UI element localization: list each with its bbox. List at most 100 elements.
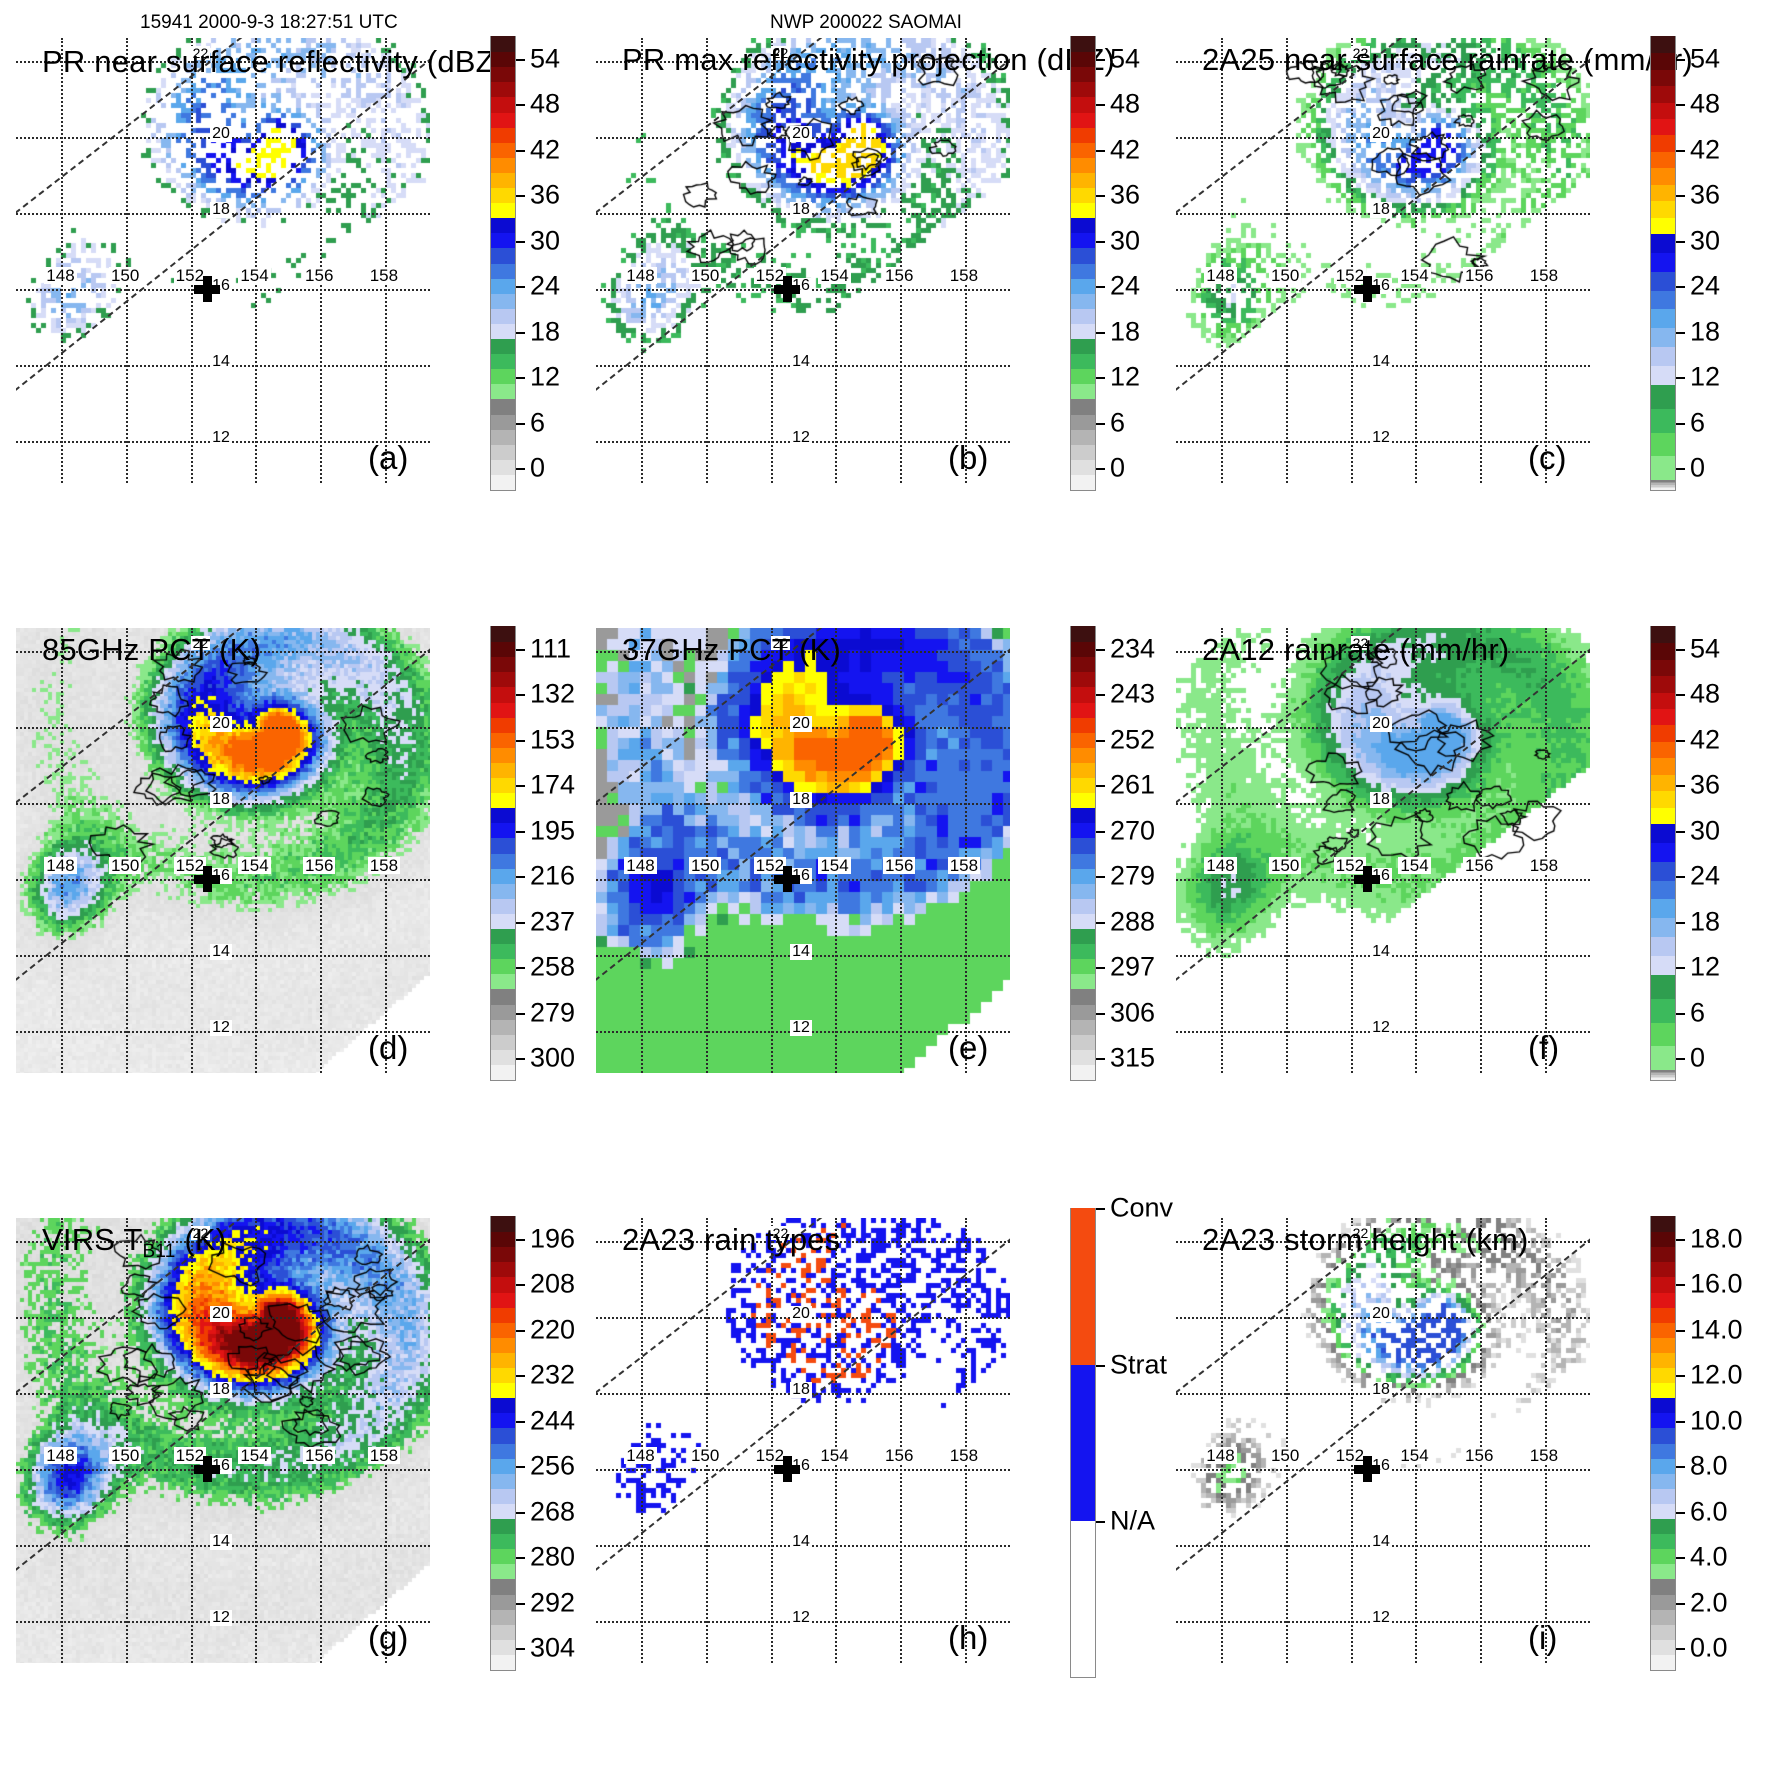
colorbar-segment [491,761,515,779]
colorbar-segment [1651,1502,1675,1520]
map-d[interactable]: 148 150 152 154 156 158 12 14 16 18 20 22 [16,628,430,1073]
colorbar-label: 30 [530,225,561,256]
colorbar-segment [1651,691,1675,710]
colorbar-label: 30 [1690,815,1721,846]
map-h[interactable]: 148 150 152 154 156 158 12 14 16 18 20 22 [596,1218,1010,1663]
map-i[interactable]: 148 150 152 154 156 158 12 14 16 18 20 22 [1176,1218,1590,1663]
colorbar-label: 0 [1690,1042,1706,1073]
lon-label: 154 [1398,1446,1431,1466]
colorbar-segment [1651,1069,1675,1072]
colorbar-label: 12.0 [1690,1359,1743,1390]
data-overlay-f [1176,628,1590,1073]
colorbar-segment [1651,1276,1675,1293]
colorbar-label: 48 [1110,88,1141,119]
colorbar-segment [1651,1608,1675,1625]
colorbar-segment [491,1291,515,1308]
colorbar-tick [1676,694,1685,697]
colorbar-segment [1651,1442,1675,1459]
colorbar-a: 54 48 42 36 30 24 18 12 6 0 [490,35,630,491]
gridline-lon [1221,1218,1224,1663]
colorbar-tick [516,1238,525,1241]
map-b[interactable]: 148 150 152 154 156 158 12 14 16 18 20 22 [596,38,1010,483]
colorbar-segment [491,352,515,370]
colorbar-segment [1071,398,1095,415]
colorbar-segment [491,262,515,279]
map-g[interactable]: 148 150 152 154 156 158 12 14 16 18 20 22 [16,1218,430,1663]
panel-f: 148 150 152 154 156 158 12 14 16 18 20 22 2A12 rainr… [1176,625,1771,1133]
lon-label: 158 [367,266,401,286]
lon-label: 158 [1527,856,1561,876]
colorbar-segment [1651,675,1675,693]
colorbar-segment [491,837,515,854]
lat-label: 14 [210,353,232,371]
lon-label: 148 [44,1446,77,1466]
colorbar-segment [1071,322,1095,340]
gridline-lon [1350,1218,1353,1663]
colorbar-segment [491,1003,515,1020]
lat-label: 14 [1370,943,1392,961]
colorbar-i: 18.0 16.0 14.0 12.0 10.0 8.0 6.0 4.0 2.0 0.0 [1650,1215,1771,1671]
gridline-lon [1350,628,1353,1073]
colorbar-segment [1071,81,1095,98]
colorbar-tick [1096,1521,1105,1524]
colorbar-segment [1651,431,1675,457]
colorbar-segment [491,1246,515,1263]
colorbar-segment [491,776,515,794]
colorbar-label: 24 [1690,270,1721,301]
lat-label: 18 [790,200,812,218]
colorbar-label: 30 [1110,225,1141,256]
gridline-lon [705,1218,708,1663]
colorbar-tick [1676,1375,1685,1378]
gridline-lon [255,628,258,1073]
colorbar-tick [516,1284,525,1287]
colorbar-segment [491,201,515,219]
lat-label: 22 [1350,634,1371,651]
colorbar-segment [1651,740,1675,759]
colorbar-segment [1071,656,1095,673]
colorbar-segment [1651,1563,1675,1580]
colorbar-segment [491,96,515,113]
colorbar-segment [491,927,515,945]
gridline-lon [964,38,967,483]
colorbar-tick [516,1012,525,1015]
gridline-lon [61,38,64,483]
colorbar-segment [1071,307,1095,324]
map-e[interactable]: 148 150 152 154 156 158 12 14 16 18 20 22 [596,628,1010,1073]
colorbar-label: 0 [1110,452,1126,483]
panel-label-f: (f) [1528,1029,1560,1066]
colorbar-label: 244 [530,1405,576,1436]
colorbar-segment [1071,867,1095,884]
map-a[interactable]: 148 150 152 154 156 158 12 14 16 18 20 22 [16,38,430,483]
colorbar-tick [516,1511,525,1514]
colorbar-segment [1071,746,1095,763]
colorbar-segment [491,413,515,430]
panel-label-g: (g) [368,1619,409,1656]
colorbar-segment [1651,936,1675,957]
colorbar-label: 216 [530,860,576,891]
gridline-lat [16,650,430,653]
map-f[interactable]: 148 150 152 154 156 158 12 14 16 18 20 22 [1176,628,1590,1073]
colorbar-segment [491,1063,515,1080]
colorbar-segment [491,671,515,688]
colorbar-segment [491,1215,515,1233]
colorbar-label: 279 [530,997,576,1028]
data-overlay-h [596,1218,1010,1663]
lat-label: 12 [1370,1609,1392,1627]
panel-label-a: (a) [368,439,409,476]
panel-b: 148 150 152 154 156 158 12 14 16 18 20 22 PR max ref… [596,35,1310,543]
colorbar-b: 54 48 42 36 30 24 18 12 6 0 [1070,35,1210,491]
colorbar-e: 234 243 252 261 270 279 288 297 306 315 [1070,625,1210,1081]
colorbar-label: 234 [1110,633,1156,664]
gridline-lat [16,60,430,63]
map-c[interactable]: 148 150 152 154 156 158 12 14 16 18 20 22 [1176,38,1590,483]
gridline-lon [1285,38,1288,483]
lon-label: 152 [753,266,787,286]
lon-label: 154 [818,266,851,286]
colorbar-tick [1096,104,1105,107]
colorbar-tick [516,104,525,107]
colorbar-segment [1651,822,1675,843]
colorbar-tick [1676,1648,1685,1651]
colorbar-segment [491,1048,515,1065]
colorbar-label: 304 [530,1632,576,1663]
colorbar-strip-b [1070,35,1096,491]
